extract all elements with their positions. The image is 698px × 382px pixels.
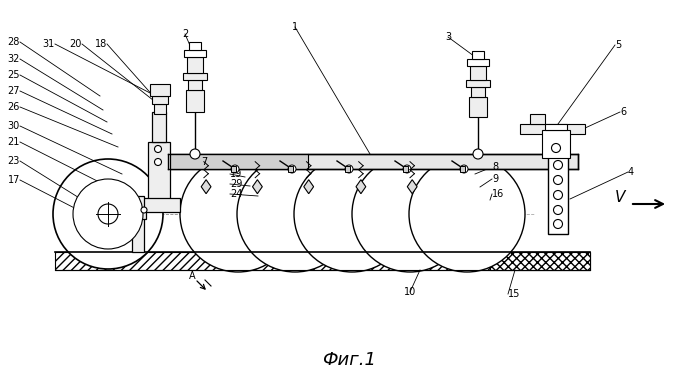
Bar (150, 84, 170, 96)
Bar (148, 142, 170, 207)
Text: 15: 15 (508, 289, 521, 299)
Text: 19: 19 (230, 169, 242, 179)
Text: 3: 3 (445, 32, 451, 42)
Bar (548, 154, 568, 234)
Bar (186, 90, 204, 112)
Bar (231, 166, 236, 172)
Circle shape (554, 220, 563, 228)
Bar (472, 51, 484, 59)
Text: 1: 1 (292, 22, 298, 32)
Text: A: A (188, 271, 195, 281)
Bar (168, 154, 308, 169)
Bar (183, 73, 207, 80)
Bar (490, 252, 590, 270)
Polygon shape (408, 180, 417, 194)
Text: 9: 9 (492, 174, 498, 184)
Text: 24: 24 (230, 189, 242, 199)
Circle shape (409, 156, 525, 272)
Circle shape (98, 204, 118, 224)
Text: 4: 4 (628, 167, 634, 177)
Bar (520, 124, 585, 134)
Text: 23: 23 (8, 156, 20, 166)
Bar (184, 50, 206, 57)
Circle shape (554, 206, 563, 215)
Circle shape (288, 165, 296, 173)
Bar (545, 124, 567, 130)
Text: 5: 5 (615, 40, 621, 50)
Circle shape (237, 156, 353, 272)
Bar (130, 211, 146, 219)
Text: 28: 28 (8, 37, 20, 47)
Circle shape (154, 159, 161, 165)
Text: 18: 18 (95, 39, 107, 49)
Bar (345, 166, 350, 172)
Text: 16: 16 (492, 189, 504, 199)
Text: 25: 25 (8, 70, 20, 80)
Bar (403, 166, 408, 172)
Text: 31: 31 (43, 39, 55, 49)
Text: Фиг.1: Фиг.1 (322, 351, 376, 369)
Text: 17: 17 (8, 175, 20, 185)
Circle shape (403, 165, 411, 173)
Text: 29: 29 (230, 179, 242, 189)
Bar (132, 196, 144, 252)
Text: 6: 6 (620, 107, 626, 117)
Circle shape (231, 165, 239, 173)
Circle shape (554, 191, 563, 199)
Circle shape (473, 149, 483, 159)
Circle shape (554, 160, 563, 170)
Bar (154, 104, 166, 114)
Circle shape (190, 149, 200, 159)
Circle shape (73, 179, 143, 249)
Text: 2: 2 (182, 29, 188, 39)
Text: 21: 21 (8, 137, 20, 147)
Circle shape (345, 165, 353, 173)
Circle shape (554, 175, 563, 185)
Bar (152, 112, 166, 142)
Bar (188, 80, 202, 90)
Bar (288, 166, 293, 172)
Bar (168, 154, 578, 169)
Bar (466, 80, 490, 87)
Polygon shape (304, 180, 313, 194)
Bar (470, 66, 486, 80)
Circle shape (352, 156, 468, 272)
Bar (542, 130, 570, 158)
Circle shape (154, 146, 161, 152)
Text: 32: 32 (8, 54, 20, 64)
Circle shape (180, 156, 296, 272)
Circle shape (141, 207, 147, 213)
Polygon shape (253, 180, 262, 194)
Text: 8: 8 (492, 162, 498, 172)
Text: 7: 7 (201, 157, 207, 167)
Text: 30: 30 (8, 121, 20, 131)
Bar (152, 96, 168, 104)
Text: 10: 10 (404, 287, 416, 297)
Polygon shape (201, 180, 211, 194)
Bar (187, 57, 203, 73)
Text: V: V (615, 189, 625, 204)
Bar (460, 166, 465, 172)
Bar (55, 252, 590, 270)
Text: 26: 26 (8, 102, 20, 112)
Bar (530, 114, 545, 124)
Circle shape (551, 144, 560, 152)
Text: 20: 20 (70, 39, 82, 49)
Polygon shape (356, 180, 366, 194)
Bar (467, 59, 489, 66)
Bar (189, 42, 201, 50)
Bar (471, 87, 485, 97)
Bar (130, 198, 180, 212)
Circle shape (460, 165, 468, 173)
Circle shape (294, 156, 410, 272)
Text: 27: 27 (8, 86, 20, 96)
Bar (469, 97, 487, 117)
Circle shape (53, 159, 163, 269)
